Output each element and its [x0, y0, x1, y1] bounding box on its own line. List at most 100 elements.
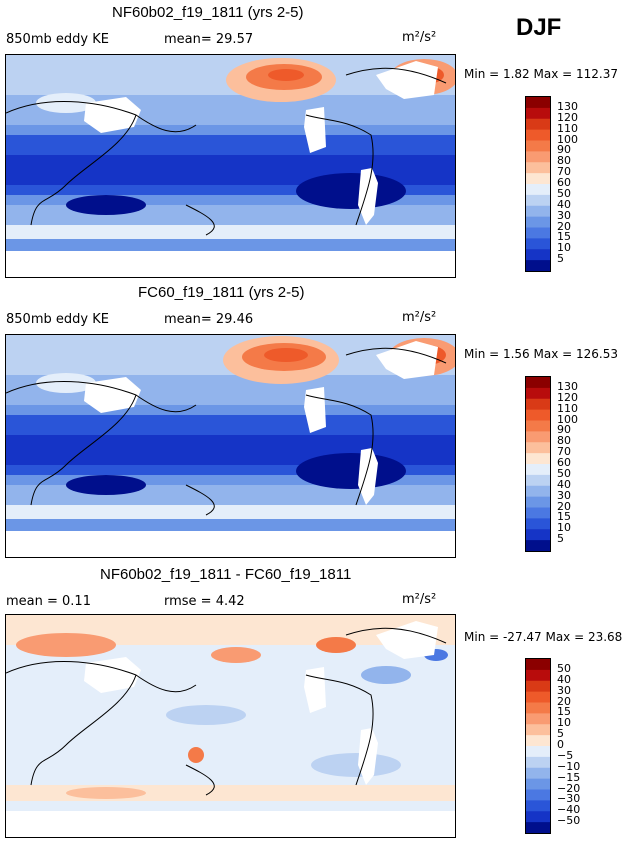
panel-2-mean-label: mean= 29.46	[164, 312, 254, 327]
colorbar-tick-label: 130	[557, 99, 578, 113]
pacific-storm-track-core	[264, 348, 308, 362]
colorbar-swatch	[526, 529, 550, 541]
panel-3-map-svg	[6, 615, 455, 837]
colorbar-swatch	[526, 800, 550, 812]
colorbar-swatch	[526, 377, 550, 389]
andes-mask	[358, 168, 378, 225]
colorbar-tick-label: 100	[557, 412, 578, 426]
southern-storm-band	[6, 225, 455, 239]
tibet-mask	[84, 657, 141, 693]
colorbar-tick-label: 20	[557, 499, 571, 513]
colorbar-tick-label: 70	[557, 445, 571, 459]
panel-1-colorbar	[525, 96, 551, 272]
tibet-mask	[84, 377, 141, 413]
panel-3-units: m²/s²	[402, 592, 437, 607]
colorbar-tick-label: 30	[557, 683, 571, 697]
colorbar-swatch	[526, 669, 550, 682]
colorbar-tick-label: 0	[557, 738, 564, 751]
colorbar-swatch	[526, 702, 550, 714]
colorbar-tick-label: 80	[557, 154, 571, 168]
colorbar-tick-label: −10	[557, 759, 581, 773]
colorbar-swatch	[526, 162, 550, 174]
colorbar-tick-label: 60	[557, 456, 571, 469]
colorbar-tick-label: 50	[557, 661, 571, 675]
panel-2-map-svg	[6, 335, 455, 557]
colorbar-tick-label: 110	[557, 121, 578, 135]
colorbar-swatch	[526, 680, 550, 693]
low-ke-region-2	[66, 195, 146, 215]
colorbar-tick-label: −30	[557, 792, 581, 806]
colorbar-tick-label: 20	[557, 219, 571, 233]
tibet-mask	[84, 97, 141, 133]
negative-anomaly-sopac	[311, 753, 401, 777]
season-label: DJF	[516, 14, 562, 41]
andes-mask	[358, 728, 378, 785]
colorbar-swatch	[526, 474, 550, 487]
panel-1-colorbar-svg	[526, 97, 550, 272]
colorbar-tick-label: 5	[557, 252, 564, 266]
colorbar-tick-label: 15	[557, 230, 571, 244]
panel-3-min-max: Min = -27.47 Max = 23.68	[464, 630, 623, 644]
positive-anomaly-namerica	[316, 637, 356, 653]
colorbar-tick-label: 40	[557, 672, 571, 686]
colorbar-tick-label: 10	[557, 716, 571, 730]
colorbar-swatch	[526, 194, 550, 207]
colorbar-tick-label: 40	[557, 477, 571, 491]
colorbar-tick-label: 100	[557, 132, 578, 146]
eurasia-jet	[36, 373, 96, 393]
panel-2-units: m²/s²	[402, 310, 437, 325]
colorbar-swatch	[526, 767, 550, 780]
colorbar-tick-label: 80	[557, 434, 571, 448]
pacific-storm-track-core	[268, 69, 304, 81]
colorbar-swatch	[526, 140, 550, 152]
coastlines	[6, 347, 447, 516]
colorbar-swatch	[526, 496, 550, 509]
colorbar-swatch	[526, 387, 550, 400]
colorbar-tick-label: 90	[557, 423, 571, 437]
positive-anomaly-pacific	[211, 647, 261, 663]
greenland-mask	[376, 61, 438, 99]
colorbar-swatch	[526, 184, 550, 196]
colorbar-swatch	[526, 249, 550, 261]
colorbar-swatch	[526, 540, 550, 552]
panel-2-variable-label: 850mb eddy KE	[6, 312, 109, 327]
colorbar-swatch	[526, 227, 550, 239]
colorbar-tick-label: 50	[557, 186, 571, 200]
colorbar-swatch	[526, 442, 550, 454]
low-ke-region-2	[66, 475, 146, 495]
colorbar-tick-label: 20	[557, 694, 571, 708]
colorbar-tick-label: 30	[557, 208, 571, 222]
colorbar-swatch	[526, 420, 550, 432]
panel-1-title: NF60b02_f19_1811 (yrs 2-5)	[112, 4, 304, 21]
colorbar-tick-label: −40	[557, 803, 581, 817]
colorbar-tick-label: 90	[557, 143, 571, 157]
colorbar-tick-label: 110	[557, 401, 578, 415]
colorbar-tick-label: 60	[557, 176, 571, 189]
panel-2-colorbar-svg	[526, 377, 550, 552]
greenland-mask	[376, 341, 438, 379]
negative-anomaly-atlantic	[361, 666, 411, 684]
colorbar-swatch	[526, 129, 550, 142]
colorbar-swatch	[526, 735, 550, 747]
colorbar-swatch	[526, 173, 550, 185]
colorbar-swatch	[526, 746, 550, 758]
colorbar-swatch	[526, 485, 550, 498]
low-ke-region	[296, 173, 406, 209]
panel-1-mean-label: mean= 29.57	[164, 32, 254, 47]
panel-2-min-max: Min = 1.56 Max = 126.53	[464, 347, 618, 361]
greenland-mask	[376, 621, 438, 659]
low-ke-region	[296, 453, 406, 489]
colorbar-swatch	[526, 151, 550, 163]
colorbar-tick-label: 5	[557, 532, 564, 546]
colorbar-tick-label: 50	[557, 466, 571, 480]
colorbar-swatch	[526, 713, 550, 725]
colorbar-swatch	[526, 431, 550, 443]
coastlines	[6, 67, 447, 236]
eurasia-jet	[36, 93, 96, 113]
colorbar-tick-label: −20	[557, 781, 581, 795]
colorbar-swatch	[526, 97, 550, 109]
panel-1-map-svg	[6, 55, 455, 277]
antarctica-mask	[6, 251, 455, 277]
colorbar-tick-label: 10	[557, 521, 571, 535]
colorbar-swatch	[526, 238, 550, 250]
